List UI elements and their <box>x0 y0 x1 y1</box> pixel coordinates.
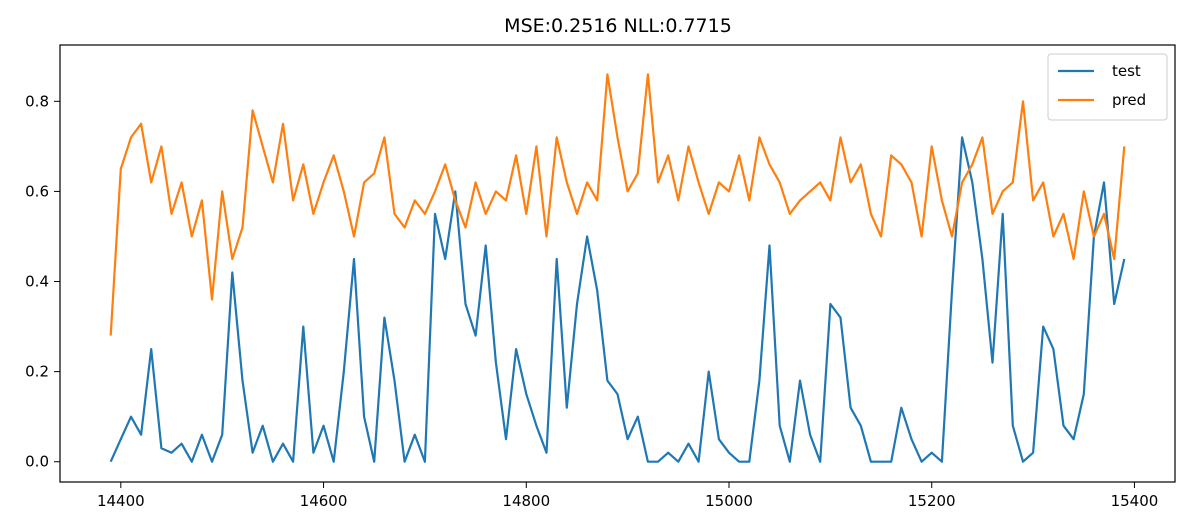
legend-box <box>1047 53 1168 121</box>
legend: test pred <box>1047 53 1168 121</box>
series-line-pred <box>109 73 1126 336</box>
x-tick-label: 15000 <box>705 492 753 510</box>
plot-area-frame <box>59 44 1176 483</box>
y-tick-label: 0.0 <box>25 453 49 471</box>
chart-title: MSE:0.2516 NLL:0.7715 <box>504 15 732 37</box>
series-line-test <box>109 136 1126 463</box>
x-tick-label: 15200 <box>908 492 956 510</box>
legend-label-test: test <box>1112 62 1141 80</box>
x-tick-label: 14600 <box>300 492 348 510</box>
x-tick-label: 14400 <box>97 492 145 510</box>
y-tick-label: 0.8 <box>25 92 49 110</box>
y-tick-label: 0.2 <box>25 363 49 381</box>
x-tick-label: 15400 <box>1111 492 1159 510</box>
axes-layer: 14400 14600 14800 15000 15200 15400 0.0 0.2 0.4 0… <box>25 92 1158 510</box>
y-tick-label: 0.6 <box>25 182 49 200</box>
y-tick-label: 0.4 <box>25 273 49 291</box>
x-tick-label: 14800 <box>502 492 550 510</box>
series-layer <box>109 73 1126 463</box>
legend-label-pred: pred <box>1112 91 1146 109</box>
